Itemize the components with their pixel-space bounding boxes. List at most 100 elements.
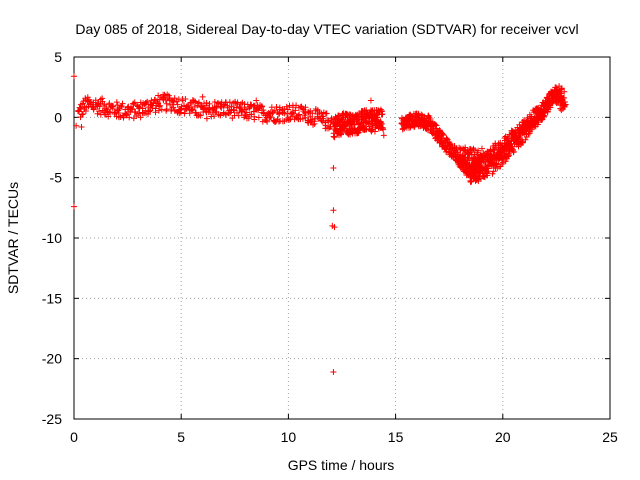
data-point bbox=[155, 107, 162, 114]
data-point bbox=[105, 113, 112, 120]
data-point bbox=[157, 102, 164, 109]
data-point bbox=[273, 104, 280, 111]
y-tick-label: -25 bbox=[42, 411, 62, 427]
data-point bbox=[94, 110, 101, 117]
data-point bbox=[192, 98, 199, 105]
data-point bbox=[374, 114, 381, 121]
y-tick-label: -10 bbox=[42, 230, 62, 246]
data-point-outlier bbox=[71, 203, 77, 210]
data-point bbox=[502, 145, 509, 152]
data-point bbox=[155, 92, 162, 99]
data-point bbox=[186, 110, 193, 117]
data-point bbox=[117, 104, 124, 111]
data-point bbox=[299, 105, 306, 112]
data-point bbox=[264, 118, 271, 125]
data-point bbox=[226, 110, 233, 117]
data-point bbox=[203, 99, 210, 106]
data-point bbox=[211, 98, 218, 105]
data-point bbox=[378, 108, 385, 115]
data-point-outlier bbox=[367, 97, 374, 104]
data-point-outlier bbox=[78, 123, 85, 130]
data-point bbox=[174, 101, 181, 108]
data-point bbox=[235, 112, 242, 119]
plot-grid bbox=[74, 57, 610, 419]
y-tick-label: -20 bbox=[42, 351, 62, 367]
data-point bbox=[259, 103, 266, 110]
data-point bbox=[302, 114, 309, 121]
data-point bbox=[78, 105, 85, 112]
data-point bbox=[190, 97, 197, 104]
data-point bbox=[465, 154, 472, 161]
data-point bbox=[328, 115, 335, 122]
data-point bbox=[520, 129, 527, 136]
x-tick-label: 0 bbox=[70, 429, 78, 445]
data-point bbox=[509, 143, 516, 150]
data-point bbox=[163, 100, 170, 107]
data-point-outlier bbox=[330, 165, 337, 172]
data-point bbox=[529, 122, 536, 129]
y-tick-label: 0 bbox=[54, 109, 62, 125]
data-point bbox=[528, 123, 535, 130]
data-point bbox=[197, 112, 204, 119]
data-point bbox=[440, 131, 447, 138]
data-point bbox=[322, 110, 329, 117]
data-point bbox=[177, 109, 184, 116]
data-point bbox=[211, 113, 218, 120]
data-point bbox=[484, 172, 491, 179]
data-point bbox=[558, 93, 565, 100]
data-point bbox=[145, 104, 152, 111]
data-point bbox=[170, 99, 177, 106]
x-tick-labels: 0 5 10 15 20 25 bbox=[70, 429, 618, 445]
data-point bbox=[435, 134, 442, 141]
data-point bbox=[239, 108, 246, 115]
data-point bbox=[125, 103, 132, 110]
data-point-outlier bbox=[71, 73, 77, 80]
data-point bbox=[559, 102, 566, 109]
data-point bbox=[526, 130, 533, 137]
data-point bbox=[542, 106, 549, 113]
data-point bbox=[170, 104, 177, 111]
data-point bbox=[475, 147, 482, 154]
data-point bbox=[522, 136, 529, 143]
data-point bbox=[296, 111, 303, 118]
data-point bbox=[110, 103, 117, 110]
data-point bbox=[503, 146, 510, 153]
data-point bbox=[196, 99, 203, 106]
data-point bbox=[242, 106, 249, 113]
data-point bbox=[551, 87, 558, 94]
data-point-outlier bbox=[331, 224, 338, 231]
data-point bbox=[506, 142, 513, 149]
data-points bbox=[71, 73, 569, 375]
data-point bbox=[80, 111, 87, 118]
data-point bbox=[144, 98, 151, 105]
data-point bbox=[92, 97, 99, 104]
x-tick-label: 20 bbox=[495, 429, 511, 445]
data-point-outlier bbox=[253, 97, 260, 104]
data-point bbox=[302, 104, 309, 111]
data-point bbox=[217, 112, 224, 119]
axis-ticks bbox=[73, 56, 611, 420]
data-point bbox=[107, 109, 114, 116]
data-point bbox=[113, 99, 120, 106]
data-point bbox=[227, 109, 234, 116]
data-point bbox=[255, 114, 262, 121]
data-point bbox=[368, 123, 375, 130]
data-point bbox=[550, 92, 557, 99]
x-tick-label: 10 bbox=[281, 429, 297, 445]
data-point bbox=[214, 100, 221, 107]
data-point bbox=[510, 148, 517, 155]
data-point bbox=[511, 130, 518, 137]
data-point bbox=[171, 95, 178, 102]
data-point-outlier bbox=[330, 368, 337, 375]
data-point bbox=[479, 157, 486, 164]
data-point bbox=[478, 145, 485, 152]
data-point bbox=[415, 110, 422, 117]
data-point bbox=[544, 95, 551, 102]
data-point bbox=[467, 179, 474, 186]
data-point bbox=[146, 108, 153, 115]
y-tick-label: 5 bbox=[54, 49, 62, 65]
data-point bbox=[378, 120, 385, 127]
data-point bbox=[284, 106, 291, 113]
data-point bbox=[131, 99, 138, 106]
